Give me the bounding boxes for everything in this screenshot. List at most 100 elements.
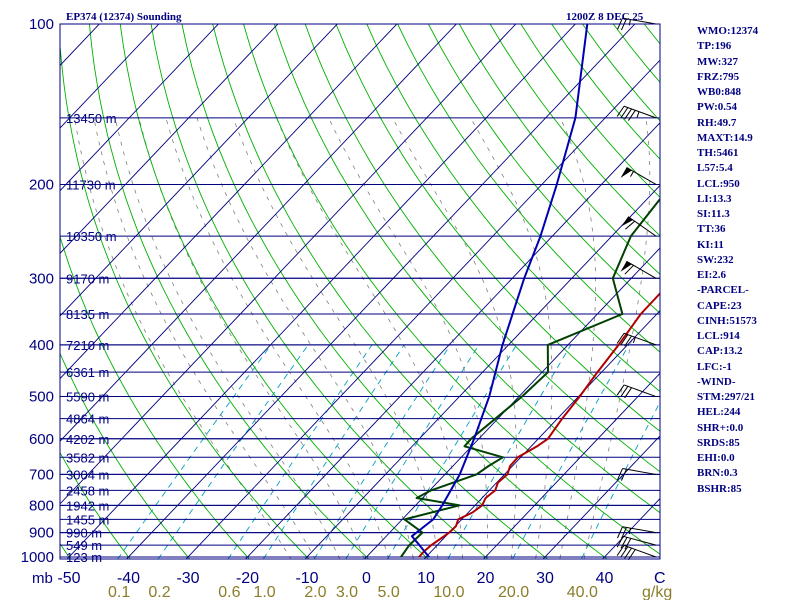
moist-adiabat-line	[93, 117, 316, 559]
index-item: SI:11.3	[697, 208, 730, 220]
height-level-label: 123 m	[66, 550, 102, 565]
wind-barb-feather	[616, 332, 625, 344]
index-item: CAP:13.2	[697, 345, 743, 358]
height-level-label: 8135 m	[66, 307, 109, 322]
index-item: TH:5461	[697, 147, 739, 159]
pressure-unit-label: mb	[32, 570, 53, 587]
isotherm-line	[542, 435, 660, 559]
temperature-tick-label: -30	[176, 570, 199, 587]
pressure-tick-label: 800	[29, 497, 54, 514]
wind-barb-feather	[620, 334, 629, 346]
dewpoint-profile	[400, 197, 660, 558]
isotherm-line	[482, 372, 660, 559]
dry-adiabat-line	[60, 235, 250, 559]
dry-adiabat-line	[243, 24, 660, 555]
pressure-tick-label: 700	[29, 466, 54, 483]
dry-adiabat-line	[366, 24, 660, 393]
mixing-ratio-tick-label: 5.0	[378, 584, 400, 600]
dry-adiabat-line	[273, 24, 660, 514]
dry-adiabat-line	[60, 38, 310, 559]
temperature-tick-label: 30	[536, 570, 554, 587]
dry-adiabat-line	[88, 24, 370, 559]
height-level-label: 13450 m	[66, 111, 117, 126]
mixing-ratio-line	[117, 344, 272, 559]
height-level-label: 1942 m	[66, 498, 109, 513]
wind-barb-staff	[622, 468, 657, 475]
height-level-label: 7210 m	[66, 338, 109, 353]
dry-adiabat-line	[0, 24, 17, 568]
temperature-unit-label: C	[654, 570, 666, 587]
wind-barb	[616, 544, 657, 561]
isotherm-line	[423, 310, 660, 559]
dry-adiabat-line	[181, 24, 549, 559]
index-item: CAPE:23	[697, 299, 742, 312]
dry-adiabat-line	[60, 451, 131, 559]
wind-barb-feather	[625, 220, 636, 230]
pressure-tick-label: 400	[29, 337, 54, 354]
temperature-tick-label: 10	[417, 570, 435, 587]
wind-barb-staff	[627, 216, 657, 237]
wind-barb-half-feather	[632, 337, 636, 344]
isotherm-line	[185, 59, 660, 559]
dry-adiabat-line	[397, 24, 660, 353]
mixing-ratio-line	[386, 344, 517, 559]
wind-barb-staff	[623, 332, 657, 346]
wind-barb-half-feather	[628, 528, 631, 535]
height-level-label: 10350 m	[66, 229, 117, 244]
wind-barb-feather	[617, 468, 623, 481]
dry-adiabat-line	[212, 24, 608, 559]
wind-barb	[620, 167, 657, 185]
index-item: SHR+:0.0	[697, 421, 744, 434]
wind-barb	[620, 260, 657, 279]
wind-barb	[616, 332, 657, 347]
wind-barb-feather	[620, 107, 629, 119]
wind-barb-feather	[624, 108, 632, 120]
index-item: PW:0.54	[697, 101, 738, 114]
moist-adiabat-line	[138, 117, 365, 559]
moist-adiabat-line	[196, 117, 414, 559]
mixing-ratio-tick-label: 20.0	[498, 584, 529, 600]
moist-adiabat-line	[583, 117, 651, 559]
wind-barb-staff	[626, 260, 657, 279]
temperature-tick-label: -20	[236, 570, 259, 587]
mixing-ratio-line	[345, 344, 480, 559]
wind-barb-feather	[624, 387, 632, 399]
wind-barb	[616, 105, 657, 121]
wind-barb-feather	[624, 538, 632, 550]
mixing-ratio-line	[512, 344, 630, 559]
wind-barb	[617, 526, 657, 539]
height-level-label: 549 m	[66, 538, 102, 553]
mixing-ratio-tick-label: 40.0	[567, 584, 598, 600]
isotherm-line	[60, 24, 338, 317]
height-level-label: 3004 m	[66, 467, 109, 482]
index-item: SRDS:85	[697, 436, 740, 449]
moist-adiabat-line	[470, 117, 553, 559]
isotherm-line	[60, 24, 457, 442]
temperature-tick-label: 40	[596, 570, 614, 587]
moist-adiabat-line	[559, 117, 596, 559]
height-level-label: 6361 m	[66, 365, 109, 380]
pressure-tick-label: 100	[29, 16, 54, 33]
dry-adiabat-line	[60, 352, 191, 559]
wind-barb-feather	[620, 386, 629, 397]
temperature-tick-label: 20	[477, 570, 495, 587]
indices-panel: WMO:12374 TP:196 MW:327 FRZ:795 WB0:848 PW:0.…	[697, 24, 797, 497]
mixing-ratio-tick-label: 0.1	[108, 584, 130, 600]
height-level-label: 5590 m	[66, 390, 109, 405]
index-item: -PARCEL-	[697, 284, 749, 297]
wind-barb-staff	[622, 526, 657, 534]
mixing-ratio-tick-label: 1.0	[253, 584, 275, 600]
pressure-tick-label: 500	[29, 389, 54, 406]
index-item: WMO:12374	[697, 25, 759, 37]
sounding-time: 1200Z 8 DEC 25	[566, 11, 644, 23]
wind-barb-feather	[616, 384, 625, 396]
index-item: FRZ:795	[697, 70, 740, 83]
wind-barb-feather	[620, 546, 629, 558]
mixing-ratio-unit-label: g/kg	[642, 584, 672, 600]
index-item: BRN:0.3	[697, 467, 738, 480]
dry-adiabat-line	[428, 24, 660, 314]
wind-barb	[621, 216, 657, 237]
mixing-ratio-line	[262, 344, 405, 559]
wind-barb-feather	[624, 547, 632, 559]
